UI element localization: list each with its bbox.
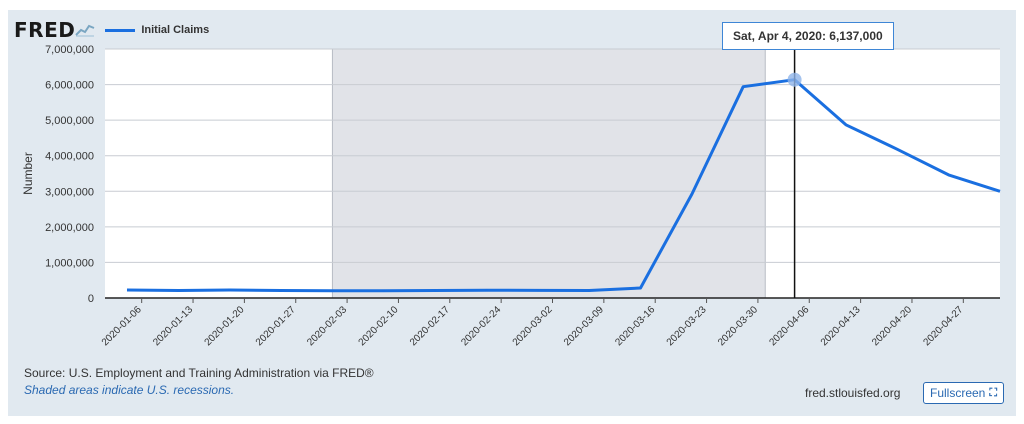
y-axis-title: Number [21,152,35,195]
data-point [896,148,899,151]
y-tick-label: 2,000,000 [45,222,94,234]
site-url: fred.stlouisfed.org [805,386,901,400]
data-point [331,289,334,292]
x-tick-label: 2020-01-20 [203,304,247,348]
x-tick-label: 2020-01-06 [100,304,144,348]
legend-label[interactable]: Initial Claims [141,24,210,36]
source-text: Source: U.S. Employment and Training Adm… [24,366,374,380]
tooltip-separator: : [821,29,830,43]
data-point [536,289,539,292]
tooltip-date: Sat, Apr 4, 2020 [733,29,822,43]
x-tick-label: 2020-02-03 [305,304,349,348]
recession-shade [331,48,766,299]
data-point [280,289,283,292]
data-point [434,289,437,292]
y-tick-label: 7,000,000 [45,44,94,56]
x-tick-label: 2020-04-13 [819,304,863,348]
expand-icon: ⛶ [989,386,998,399]
data-point [228,288,231,291]
y-tick-label: 0 [88,293,94,305]
x-tick-label: 2020-03-30 [716,304,760,348]
data-point [177,289,180,292]
recession-note: Shaded areas indicate U.S. recessions. [24,383,235,397]
y-tick-label: 4,000,000 [45,151,94,163]
fred-logo[interactable]: FRED [14,18,76,42]
data-point [690,193,693,196]
data-point [639,287,642,290]
data-point [742,85,745,88]
x-tick-label: 2020-03-16 [613,304,657,348]
fullscreen-label: Fullscreen [930,386,986,400]
data-point [485,289,488,292]
y-tick-label: 5,000,000 [45,115,94,127]
data-point [844,123,847,126]
y-tick-label: 6,000,000 [45,80,94,92]
highlight-marker [787,72,802,87]
y-tick-label: 1,000,000 [45,257,94,269]
x-tick-label: 2020-02-10 [357,304,401,348]
x-tick-label: 2020-01-13 [151,304,195,348]
y-tick-label: 3,000,000 [45,186,94,198]
series-line-initial-claims [126,78,1001,293]
x-tick-label: 2020-04-20 [870,304,914,348]
data-point [947,173,950,176]
data-point [588,289,591,292]
x-tick-label: 2020-02-17 [408,304,452,348]
fred-graph-icon [75,24,95,37]
header-row: FRED Initial Claims [14,18,209,42]
x-tick-label: 2020-04-27 [921,304,965,348]
data-point [126,288,129,291]
fullscreen-button[interactable]: Fullscreen ⛶ [923,382,1005,404]
legend-swatch [105,28,136,32]
tooltip-value: 6,137,000 [829,29,883,43]
data-point [382,289,385,292]
data-point [999,190,1002,193]
x-tick-label: 2020-03-23 [665,304,709,348]
x-tick-label: 2020-03-02 [511,304,555,348]
x-tick-label: 2020-01-27 [254,304,298,348]
x-tick-label: 2020-03-09 [562,304,606,348]
value-tooltip: Sat, Apr 4, 2020: 6,137,000 [722,22,894,50]
x-tick-label: 2020-04-06 [767,304,811,348]
x-tick-label: 2020-02-24 [459,304,503,348]
